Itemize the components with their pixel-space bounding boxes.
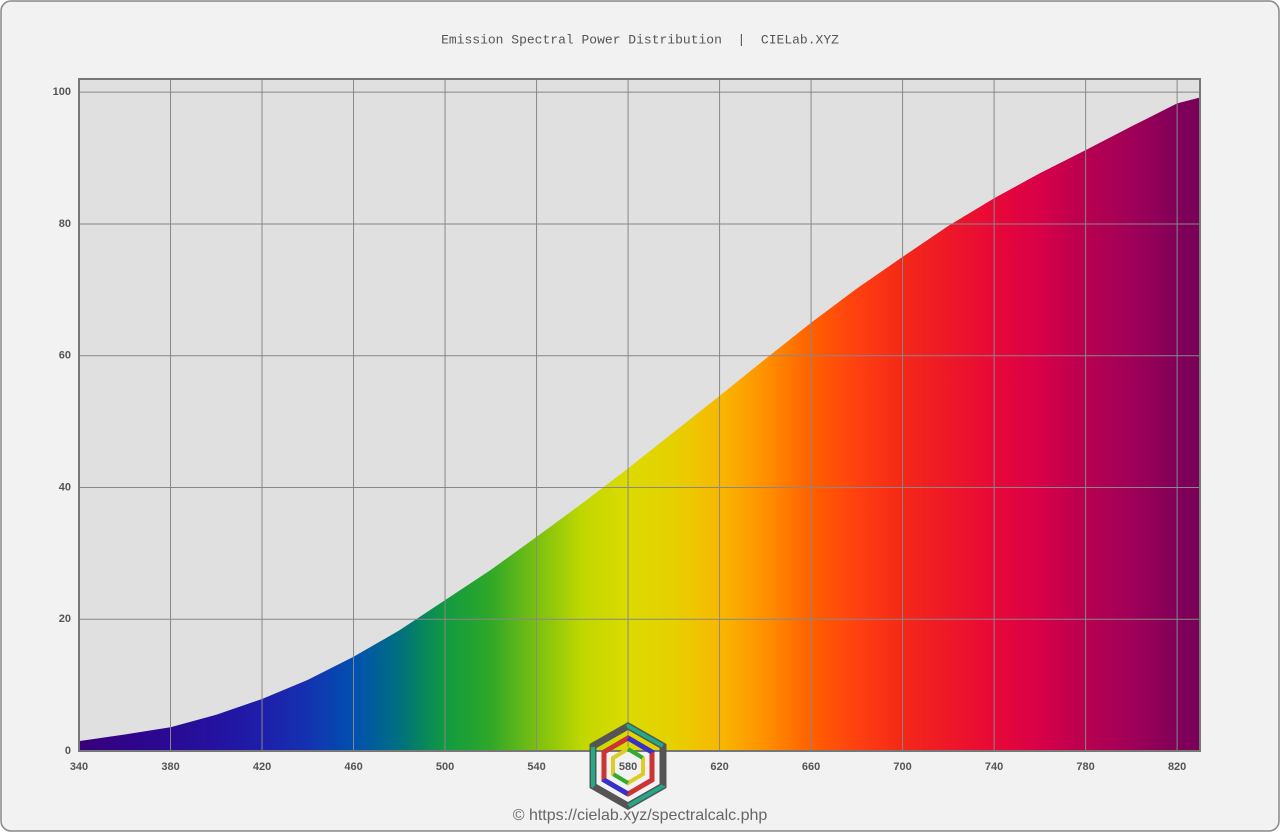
x-tick-label: 740 [985, 761, 1003, 773]
x-tick-label: 460 [344, 761, 362, 773]
x-tick-label: 420 [253, 761, 271, 773]
footer: © https://cielab.xyz/spectralcalc.php [513, 807, 768, 824]
area [79, 97, 1200, 751]
y-tick-label: 80 [59, 218, 71, 230]
x-tick-label: 380 [161, 761, 179, 773]
chart-title: Emission Spectral Power Distribution | C… [441, 32, 839, 47]
logo [589, 721, 667, 811]
x-tick-label: 580 [619, 761, 637, 773]
y-tick-label: 100 [53, 86, 71, 98]
y-tick-label: 20 [59, 613, 71, 625]
x-tick-label: 340 [70, 761, 88, 773]
x-tick-label: 620 [710, 761, 728, 773]
x-tick-label: 700 [893, 761, 911, 773]
y-tick-label: 60 [59, 350, 71, 362]
x-tick-label: 780 [1076, 761, 1094, 773]
x-tick-label: 820 [1168, 761, 1186, 773]
y-tick-label: 40 [59, 481, 71, 493]
plot [78, 78, 1201, 752]
x-tick-label: 540 [527, 761, 545, 773]
y-tick-label: 0 [65, 745, 71, 757]
x-tick-label: 660 [802, 761, 820, 773]
plot-border [78, 78, 1201, 752]
x-tick-label: 500 [436, 761, 454, 773]
